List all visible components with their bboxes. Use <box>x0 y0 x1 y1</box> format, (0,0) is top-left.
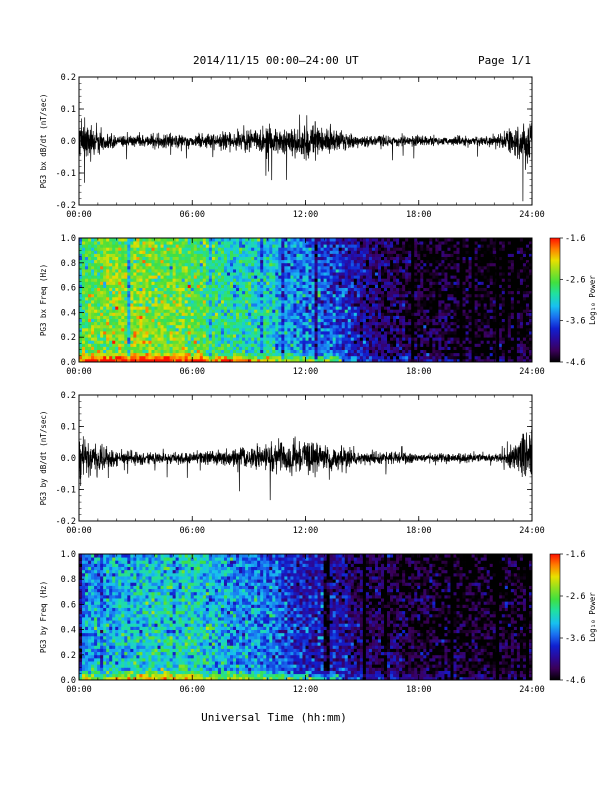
x-tick-label: 06:00 <box>179 210 205 220</box>
y-tick-label: 0.8 <box>61 259 76 269</box>
series-trace <box>78 114 533 202</box>
data-gap <box>496 238 500 362</box>
y-tick-label: -0.1 <box>56 486 76 496</box>
colorbar-tick-label: -2.6 <box>565 275 585 285</box>
data-gap <box>496 554 500 680</box>
x-tick-label: 00:00 <box>66 210 92 220</box>
x-tick-label: 12:00 <box>293 526 319 536</box>
colorbar-tick-label: -3.6 <box>565 634 585 644</box>
spectrogram-panel: -1.6 -2.6 -3.6 -4.6 Log₁₀ Power 00:00 06:00 12:… <box>39 550 597 695</box>
y-tick-label: 0.2 <box>61 333 76 343</box>
y-tick-label: 0.4 <box>61 626 76 636</box>
x-tick-label: 24:00 <box>519 685 545 695</box>
y-tick-label: 1.0 <box>61 550 76 560</box>
y-tick-label: 0.2 <box>61 651 76 661</box>
series-trace <box>78 429 533 501</box>
x-tick-label: 00:00 <box>66 526 92 536</box>
y-tick-label: 0.4 <box>61 308 76 318</box>
y-axis-label: PG3 bx dB/dt (nT/sec) <box>39 94 48 189</box>
y-tick-label: 0.2 <box>61 391 76 401</box>
x-tick-label: 18:00 <box>406 367 432 377</box>
x-tick-label: 24:00 <box>519 526 545 536</box>
x-tick-label: 24:00 <box>519 367 545 377</box>
y-tick-label: 0.0 <box>61 676 76 686</box>
colorbar-tick-label: -3.6 <box>565 317 585 327</box>
y-axis-label: PG3 bx Freq (Hz) <box>39 264 48 336</box>
x-tick-label: 12:00 <box>293 685 319 695</box>
y-tick-label: 0.0 <box>61 137 76 147</box>
timeseries-panel: 00:00 06:00 12:00 18:00 24:00 0.2 0.1 0.0 -0.1 -0… <box>39 391 545 536</box>
y-axis-label: PG3 by Freq (Hz) <box>39 581 48 653</box>
timeseries-panel: 00:00 06:00 12:00 18:00 24:00 0.2 0.1 0.0 -0.1 -0… <box>39 73 545 220</box>
y-tick-label: 0.1 <box>61 105 76 115</box>
x-tick-label: 12:00 <box>293 367 319 377</box>
y-tick-label: 0.1 <box>61 423 76 433</box>
page-number: Page 1/1 <box>478 54 531 67</box>
x-tick-label: 06:00 <box>179 526 205 536</box>
x-tick-label: 00:00 <box>66 367 92 377</box>
colorbar <box>549 237 561 363</box>
x-tick-label: 18:00 <box>406 685 432 695</box>
y-tick-label: 0.8 <box>61 575 76 585</box>
colorbar <box>549 553 561 681</box>
x-tick-label: 12:00 <box>293 210 319 220</box>
colorbar-tick-label: -4.6 <box>565 358 585 368</box>
y-tick-label: 0.0 <box>61 454 76 464</box>
colorbar-tick-label: -1.6 <box>565 234 585 244</box>
x-tick-label: 24:00 <box>519 210 545 220</box>
spectrogram-cells <box>79 238 533 363</box>
y-tick-label: 1.0 <box>61 234 76 244</box>
y-tick-label: -0.1 <box>56 169 76 179</box>
y-tick-label: -0.2 <box>56 201 76 211</box>
y-tick-label: 0.0 <box>61 358 76 368</box>
y-tick-label: 0.6 <box>61 284 76 294</box>
y-tick-label: -0.2 <box>56 517 76 527</box>
x-tick-label: 06:00 <box>179 367 205 377</box>
y-axis-label: PG3 by dB/dt (nT/sec) <box>39 411 48 506</box>
x-axis-label: Universal Time (hh:mm) <box>201 711 347 724</box>
y-tick-label: 0.2 <box>61 73 76 83</box>
colorbar-tick-label: -4.6 <box>565 676 585 686</box>
x-tick-label: 18:00 <box>406 210 432 220</box>
colorbar-tick-label: -1.6 <box>565 550 585 560</box>
spectrogram-cells <box>79 554 533 681</box>
x-tick-label: 06:00 <box>179 685 205 695</box>
spectrogram-panel: -1.6 -2.6 -3.6 -4.6 Log₁₀ Power 00:00 06:00 12:… <box>39 234 597 377</box>
colorbar-tick-label: -2.6 <box>565 592 585 602</box>
x-tick-label: 00:00 <box>66 685 92 695</box>
page-title: 2014/11/15 00:00–24:00 UT <box>193 54 359 67</box>
colorbar-label: Log₁₀ Power <box>588 592 597 642</box>
colorbar-label: Log₁₀ Power <box>588 275 597 325</box>
x-tick-label: 18:00 <box>406 526 432 536</box>
y-tick-label: 0.6 <box>61 600 76 610</box>
